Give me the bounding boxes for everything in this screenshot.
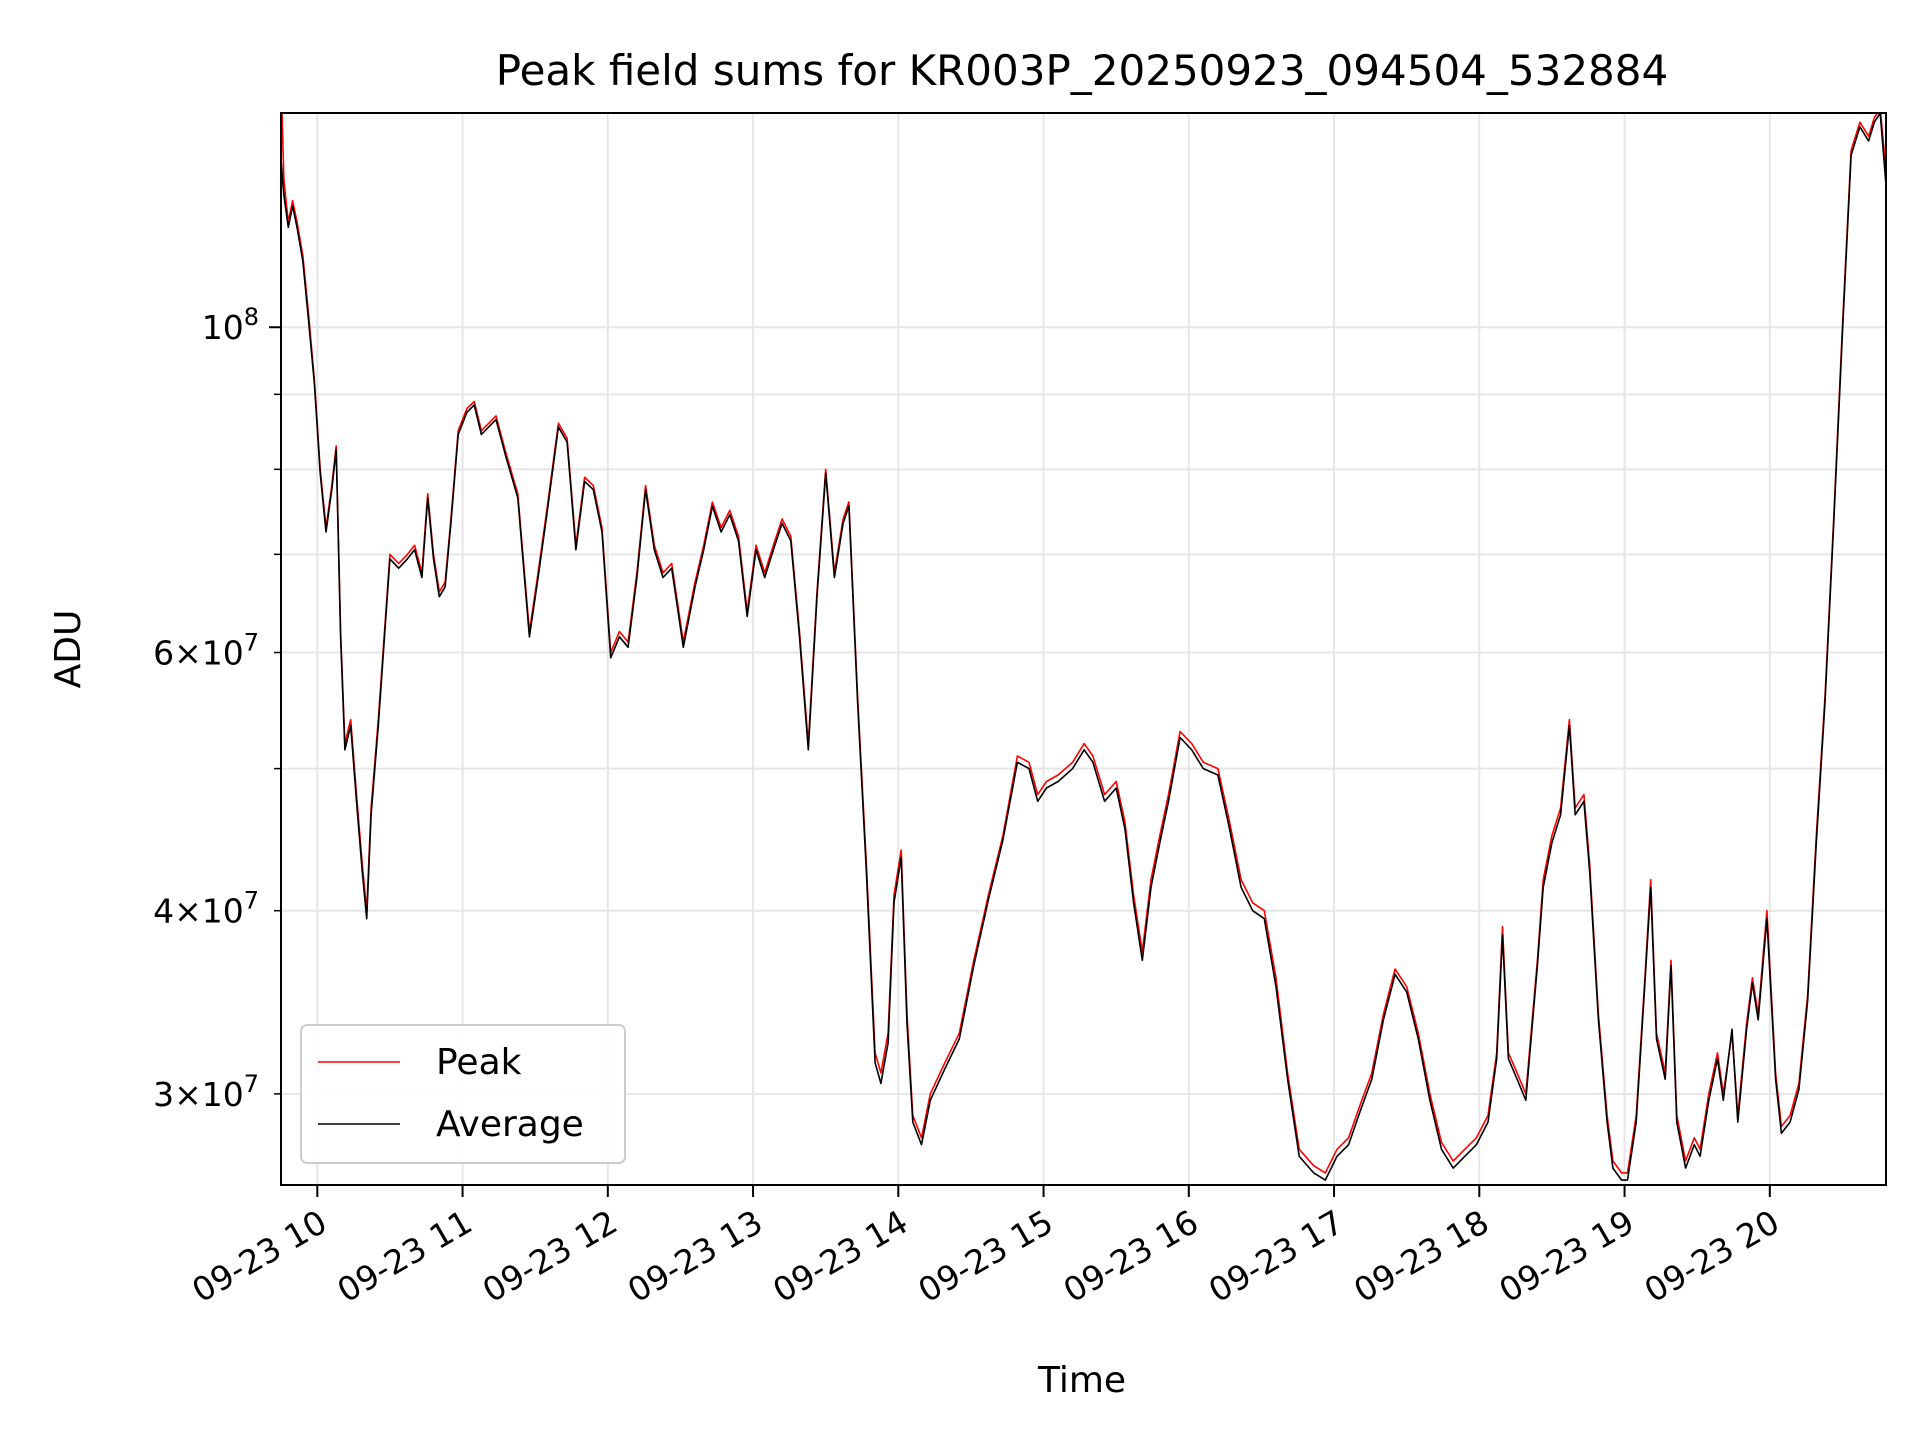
y-tick-label: 108 [202, 303, 259, 347]
x-axis-label: Time [1037, 1360, 1126, 1401]
plot-frame [280, 112, 1887, 1186]
legend-label-peak: Peak [436, 1042, 522, 1083]
y-tick-label: 4×107 [153, 887, 259, 931]
series-area [281, 113, 1886, 1181]
series-line-average [281, 113, 1886, 1181]
grid [281, 113, 1886, 1185]
chart-title: Peak field sums for KR003P_20250923_0945… [496, 46, 1668, 95]
legend: Peak Average [300, 1024, 626, 1164]
legend-label-average: Average [436, 1104, 584, 1145]
y-tick-label: 6×107 [153, 629, 259, 673]
legend-box [300, 1024, 626, 1164]
y-tick-label: 3×107 [153, 1070, 259, 1114]
y-axis-label: ADU [48, 610, 89, 689]
